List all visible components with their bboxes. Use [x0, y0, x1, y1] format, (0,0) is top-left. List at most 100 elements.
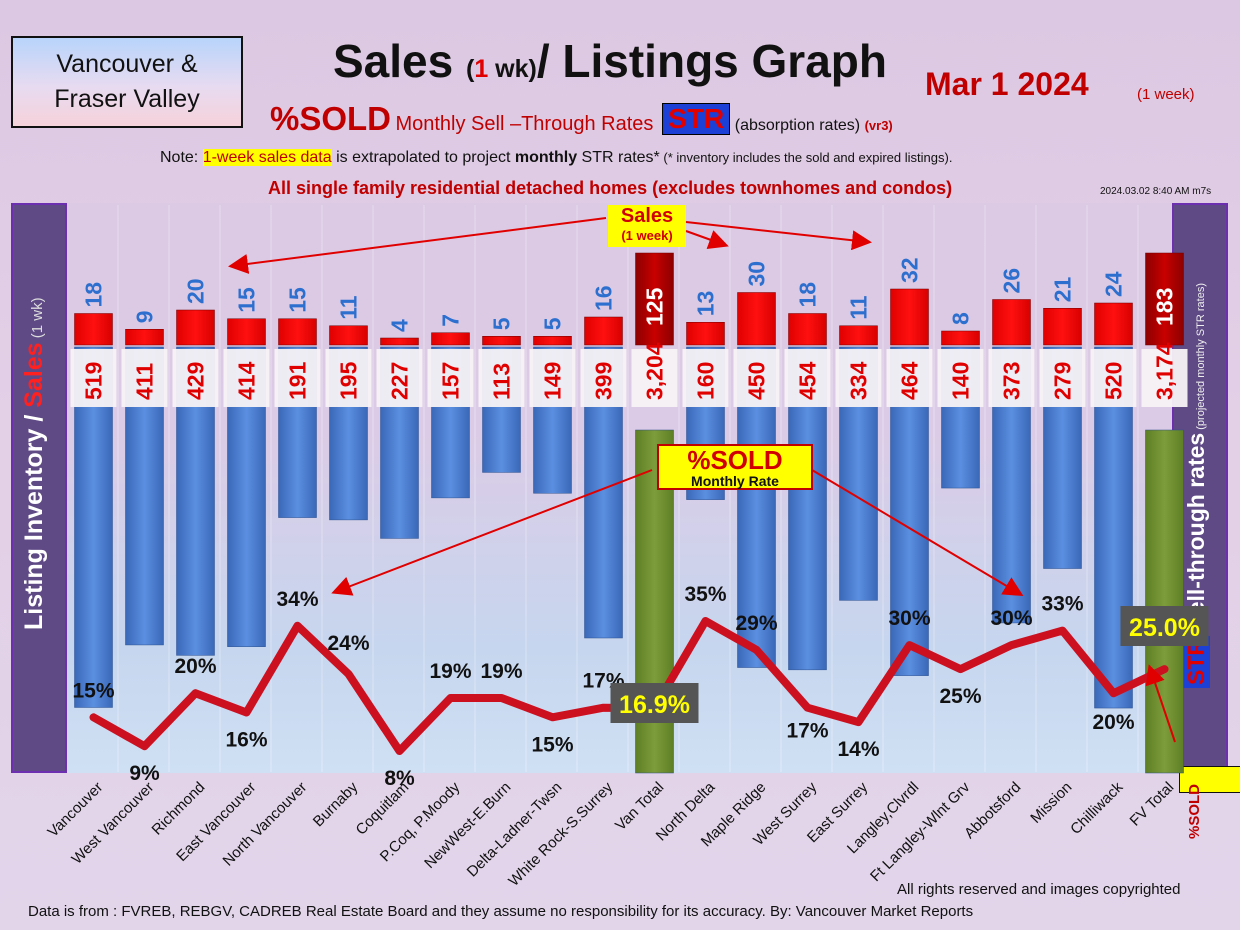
inventory-bar: [1094, 346, 1133, 709]
timestamp: 2024.03.02 8:40 AM m7s: [1100, 186, 1212, 197]
callout-arrow: [1145, 664, 1176, 743]
sold-callout: %SOLD Monthly Rate: [657, 444, 813, 490]
sold-label: 8%: [384, 767, 415, 790]
sales-label: 15: [285, 287, 311, 313]
sales-bar: [890, 288, 929, 346]
sales-bar: [380, 337, 419, 346]
inventory-label-box: [274, 349, 321, 407]
category-label: Chilliwack: [1067, 778, 1127, 838]
sold-label: 24%: [327, 632, 369, 655]
inventory-label: 520: [1101, 362, 1127, 400]
callout-arrow: [685, 230, 729, 250]
inventory-label-box: [988, 349, 1035, 407]
sales-label: 18: [81, 282, 107, 308]
data-source-note: Data is from : FVREB, REBGV, CADREB Real…: [28, 903, 974, 920]
sales-bar: [737, 292, 776, 346]
sales-label: 30: [744, 261, 770, 287]
inventory-label-box: [682, 349, 729, 407]
inventory-label: 411: [132, 363, 158, 400]
total-sold-label: 16.9%: [619, 691, 690, 719]
sales-label: 20: [183, 278, 209, 304]
inventory-label: 464: [897, 361, 923, 400]
callout-arrow: [228, 217, 607, 274]
inventory-label: 334: [846, 361, 872, 400]
category-label: Delta-Ladner-Twsn: [464, 779, 566, 881]
callout-arrow: [685, 221, 872, 251]
inventory-label: 454: [795, 361, 821, 400]
sold-label: 15%: [72, 679, 114, 702]
sales-bar: [125, 329, 164, 346]
sales-bar: [278, 318, 317, 346]
inventory-label: 399: [591, 362, 617, 400]
total-sales-bar: [1145, 252, 1184, 346]
sales-bar: [1094, 302, 1133, 346]
inventory-label-box: [835, 349, 882, 407]
sales-bar: [686, 322, 725, 346]
sales-label: 125: [642, 287, 668, 326]
inventory-label: 373: [999, 362, 1025, 400]
inventory-bar: [74, 346, 113, 708]
inventory-label: 149: [540, 362, 566, 400]
region-line-2: Fraser Valley: [54, 85, 200, 113]
total-sales-bar: [635, 252, 674, 346]
sales-label: 11: [336, 295, 362, 320]
sales-label: 8: [948, 312, 974, 325]
sales-bar: [329, 325, 368, 346]
copyright-note: All rights reserved and images copyright…: [897, 881, 1181, 898]
sales-bar: [941, 330, 980, 346]
sales-bar: [1043, 308, 1082, 346]
sales-label: 7: [438, 314, 464, 327]
inventory-label-box: [733, 349, 780, 407]
left-axis-panel: [11, 203, 67, 773]
inventory-label: 3,204: [642, 342, 668, 400]
category-label: NewWest-E.Burn: [421, 779, 514, 872]
inventory-label: 279: [1050, 362, 1076, 400]
sales-bar: [176, 309, 215, 346]
str-badge: STR: [662, 103, 731, 135]
inventory-label-box: [427, 349, 474, 407]
exclusion-note: All single family residential detached h…: [268, 178, 953, 198]
right-sold-badge: %SOLD: [1179, 766, 1240, 839]
sold-label: 29%: [735, 612, 777, 635]
inventory-label: 227: [387, 362, 413, 400]
inventory-label-box: [784, 349, 831, 407]
sales-bar: [992, 299, 1031, 346]
inventory-label: 140: [948, 362, 974, 400]
sales-bar: [839, 325, 878, 346]
sales-label: 5: [489, 317, 515, 330]
sales-label: 26: [999, 268, 1025, 294]
inventory-label: 191: [285, 361, 311, 400]
sales-bar: [227, 318, 266, 346]
callout-arrow: [811, 469, 1024, 597]
sales-bar: [533, 336, 572, 346]
sold-label: 35%: [684, 583, 726, 606]
inventory-label: 157: [438, 362, 464, 400]
sales-label: 21: [1050, 276, 1076, 302]
category-label: Mission: [1027, 779, 1075, 827]
inventory-label: 450: [744, 362, 770, 400]
inventory-label-box: [937, 349, 984, 407]
inventory-label: 3,174: [1152, 342, 1178, 400]
sales-label: 15: [234, 287, 260, 313]
category-label: FV Total: [1127, 779, 1178, 830]
inventory-label-box: [223, 349, 270, 407]
total-inventory-bar: [1145, 429, 1184, 774]
sales-bar: [74, 313, 113, 346]
category-label: Ft Langley-Wlnt Grv: [867, 778, 974, 885]
sold-label: 15%: [531, 733, 573, 756]
sold-label: 30%: [888, 607, 930, 630]
inventory-label-box: [70, 349, 117, 407]
sold-label: 17%: [786, 720, 828, 743]
chart-subtitle: %SOLD Monthly Sell –Through Rates STR (a…: [270, 100, 893, 137]
sales-label: 11: [846, 295, 872, 320]
total-sold-box: [610, 683, 699, 723]
inventory-label: 160: [693, 362, 719, 400]
inventory-label: 414: [234, 361, 260, 400]
inventory-label-box: [376, 349, 423, 407]
sold-label: 30%: [990, 607, 1032, 630]
sales-bar: [788, 313, 827, 346]
inventory-label-box: [529, 349, 576, 407]
sold-label: 14%: [837, 738, 879, 761]
inventory-label-box: [580, 349, 627, 407]
